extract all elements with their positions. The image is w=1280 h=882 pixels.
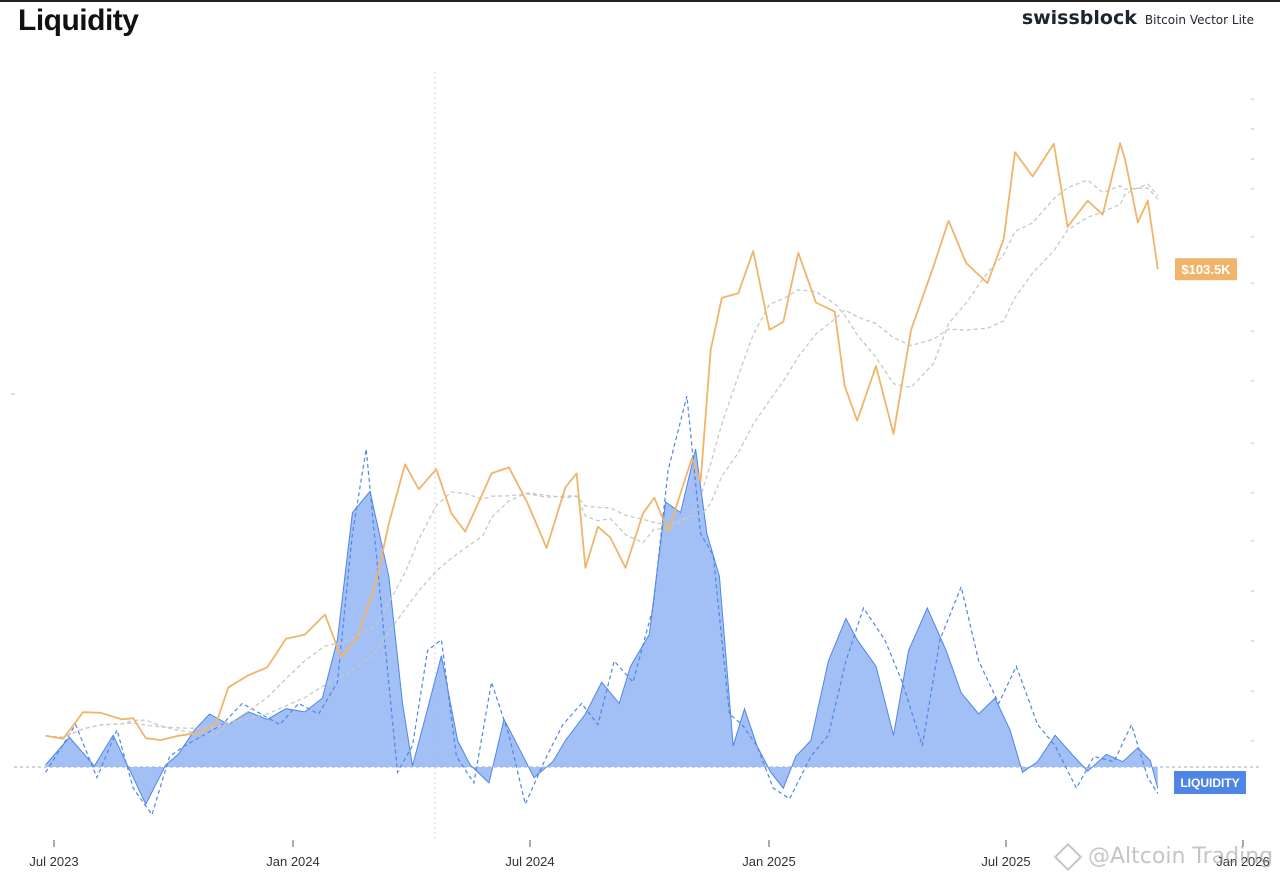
diamond-logo-icon — [1053, 842, 1083, 872]
liquidity-tag-label: LIQUIDITY — [1180, 776, 1239, 790]
x-tick-label: Jul 2024 — [505, 854, 554, 869]
brand-product: Bitcoin Vector Lite — [1144, 13, 1254, 27]
price-tag — [1175, 258, 1237, 281]
liquidity-outline — [45, 448, 1159, 806]
axis-tick-mark — [1251, 330, 1254, 332]
axis-tick-mark — [1251, 128, 1254, 130]
axis-tick-mark — [1251, 540, 1254, 542]
price-ma-short-line — [45, 179, 1159, 738]
page-title: Liquidity — [18, 4, 139, 37]
axis-tick-mark — [1251, 590, 1254, 592]
x-tick-label: Jan 2025 — [742, 854, 796, 869]
brand: swissblock Bitcoin Vector Lite — [1022, 7, 1254, 29]
axis-tick-mark — [1251, 282, 1254, 284]
axis-tick-mark — [1251, 98, 1254, 100]
axis-tick-mark — [1251, 740, 1254, 742]
axis-tick-mark — [1251, 188, 1254, 190]
axis-tick-mark — [1251, 640, 1254, 642]
axis-tick-mark — [1251, 158, 1254, 160]
axis-tick-mark — [11, 393, 15, 395]
axis-tick-mark — [1251, 492, 1254, 494]
x-tick-label: Jan 2024 — [266, 854, 320, 869]
axis-tick-mark — [1251, 380, 1254, 382]
axis-tick-mark — [1251, 236, 1254, 238]
price-line — [45, 142, 1159, 741]
x-tick-label: Jul 2023 — [29, 854, 78, 869]
axis-tick-mark — [1251, 690, 1254, 692]
x-tick-label: Jul 2025 — [981, 854, 1030, 869]
watermark-text: @Altcoin Trading — [1088, 844, 1274, 869]
liquidity-tag — [1174, 771, 1246, 794]
watermark: @Altcoin Trading — [1053, 842, 1274, 872]
axis-tick-mark — [1251, 442, 1254, 444]
top-border — [0, 0, 1280, 2]
price-tag-label: $103.5K — [1181, 262, 1231, 277]
brand-name: swissblock — [1021, 7, 1137, 29]
x-tick-label: Jan 2026 — [1216, 854, 1270, 869]
price-ma-long-line — [45, 183, 1159, 738]
liquidity-area — [45, 449, 1158, 805]
